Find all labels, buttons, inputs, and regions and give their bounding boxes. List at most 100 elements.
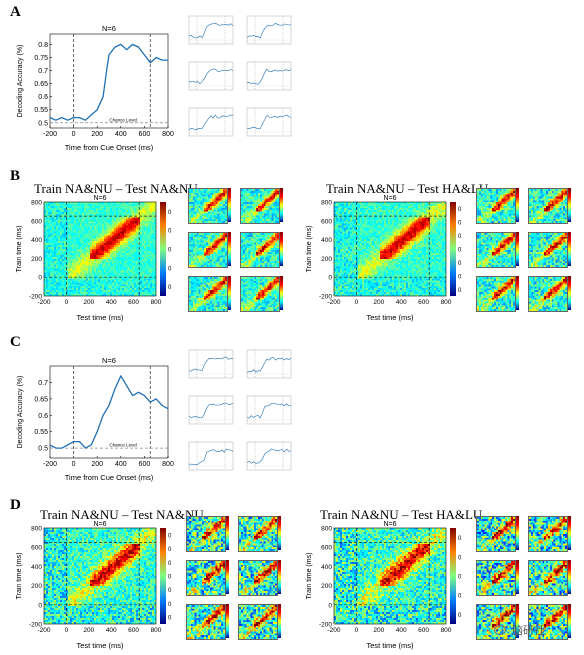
y-tick-label: 0 <box>328 275 332 282</box>
subject-thumbnail-colorbar <box>280 276 283 310</box>
subject-thumbnail-heatmap <box>240 232 280 268</box>
data-point <box>114 388 116 390</box>
data-point <box>67 119 69 121</box>
y-tick-label: 200 <box>321 256 332 263</box>
data-point <box>132 395 134 397</box>
heatmap-title-b-left: Train NA&NU – Test NA&NU <box>34 181 198 196</box>
x-axis-label: Time from Cue Onset (ms) <box>65 473 154 482</box>
x-tick-label: 0 <box>355 627 359 634</box>
subject-thumbnail-heatmap <box>476 560 516 596</box>
subject-thumbnail-heatmap <box>528 188 568 224</box>
subject-thumbnail-line <box>246 349 292 379</box>
y-axis-label: Train time (ms) <box>306 226 313 273</box>
data-point <box>155 57 157 58</box>
y-tick-label: 800 <box>31 200 42 207</box>
heatmap-panel-d-right: N=6 -200 0 200 400 600 800 -200 0 200 400 600 800 Tes… <box>302 518 480 650</box>
colorbar-tick-label: 0.45 <box>168 602 172 608</box>
subject-thumbnail-heatmap <box>528 560 568 596</box>
subject-thumbnail-heatmap <box>528 516 568 552</box>
colorbar <box>160 528 166 624</box>
plot-frame <box>49 33 169 129</box>
subject-thumbnail-colorbar <box>516 516 519 550</box>
subject-thumbnail-line <box>188 107 234 137</box>
subject-thumbnail-colorbar <box>280 188 283 222</box>
x-tick-label: -200 <box>43 461 57 468</box>
x-tick-label: 600 <box>418 627 429 634</box>
colorbar-tick-label: 0.4 <box>458 613 462 619</box>
heatmap-title-d-right: Train NA&NU – Test HA&LU <box>320 507 483 522</box>
colorbar-tick-label: 0.55 <box>168 575 172 581</box>
data-point <box>161 404 163 406</box>
data-point <box>67 444 69 446</box>
y-tick-label: 0.6 <box>38 94 48 101</box>
y-tick-label: 0.75 <box>34 55 48 62</box>
data-point <box>114 46 116 48</box>
colorbar-tick-label: 0.7 <box>458 555 462 561</box>
colorbar-tick-label: 0.7 <box>168 229 172 235</box>
x-tick-label: 600 <box>128 299 139 306</box>
y-axis-label: Decoding Accuracy (%) <box>17 45 24 118</box>
x-tick-label: 800 <box>441 299 452 306</box>
x-tick-label: 600 <box>128 627 139 634</box>
y-tick-label: 0.65 <box>34 81 48 88</box>
chart-title: N=6 <box>102 24 116 33</box>
subject-thumbnail-colorbar <box>516 560 519 594</box>
subject-thumbnail-heatmap <box>186 604 226 640</box>
x-tick-label: 400 <box>106 627 117 634</box>
x-tick-label: 800 <box>162 131 174 138</box>
x-tick-label: 0 <box>72 461 76 468</box>
colorbar-tick-label: 0.6 <box>458 575 462 581</box>
x-tick-label: 0 <box>65 299 69 306</box>
x-tick-label: 600 <box>418 299 429 306</box>
subject-thumbnail-line <box>246 107 292 137</box>
data-point <box>84 447 86 449</box>
heatmap-image <box>44 528 156 624</box>
data-point <box>126 49 128 51</box>
colorbar-tick-label: 0.8 <box>458 221 462 227</box>
subject-thumbnail-line <box>188 61 234 91</box>
heatmap-svg: N=6 -200 0 200 400 600 800 -200 0 200 400 600 800 Tes… <box>16 195 190 322</box>
y-tick-label: 600 <box>31 545 42 552</box>
subject-thumbnail-line <box>246 395 292 425</box>
subject-thumbnail-heatmap <box>240 188 280 224</box>
x-tick-label: 600 <box>139 131 151 138</box>
subject-thumbnail-heatmap <box>188 232 228 268</box>
data-point <box>149 62 151 64</box>
data-point <box>49 117 51 119</box>
chance-label: Chance Level <box>109 443 137 448</box>
data-point <box>108 404 110 406</box>
subject-line-thumbnails-a <box>183 12 295 147</box>
subject-thumbnail-colorbar <box>226 516 229 550</box>
watermark: 脑研社 <box>494 622 545 638</box>
subject-heatmap-thumbnails-d-right <box>470 512 574 644</box>
data-point <box>79 441 80 443</box>
colorbar-tick-label: 0.6 <box>168 561 172 567</box>
x-tick-label: 0 <box>65 627 69 634</box>
heatmap-svg: N=6 -200 0 200 400 600 800 -200 0 200 400 600 800 Tes… <box>306 521 480 650</box>
data-point <box>73 441 75 443</box>
subject-thumbnail-colorbar <box>228 232 231 266</box>
data-point <box>132 43 134 45</box>
y-tick-label: 200 <box>31 256 42 263</box>
subject-thumbnail-heatmap <box>528 276 568 312</box>
subject-thumbnail-colorbar <box>278 560 281 594</box>
subject-thumbnail-colorbar <box>568 560 571 594</box>
colorbar-tick-label: 0.6 <box>458 248 462 254</box>
heatmap-title-b-right: Train NA&NU – Test HA&LU <box>326 181 489 196</box>
y-tick-label: 0.7 <box>38 68 48 75</box>
y-tick-label: 200 <box>321 583 332 590</box>
data-point <box>102 96 104 98</box>
subject-thumbnail-colorbar <box>516 604 519 638</box>
heatmap-svg: N=6 -200 0 200 400 600 800 -200 0 200 400 600 800 Tes… <box>306 195 480 322</box>
x-tick-label: -200 <box>37 627 50 634</box>
y-tick-label: 0.6 <box>38 413 48 420</box>
data-point <box>167 59 169 61</box>
heatmap-image <box>334 528 446 624</box>
colorbar-tick-label: 0.3 <box>458 288 462 294</box>
data-point <box>143 54 145 56</box>
subject-thumbnail-colorbar <box>516 188 519 222</box>
subject-thumbnail-heatmap <box>476 276 516 312</box>
subject-thumbnail-colorbar <box>516 232 519 266</box>
heatmap-image <box>44 202 156 296</box>
x-axis-label: Test time (ms) <box>76 641 124 650</box>
